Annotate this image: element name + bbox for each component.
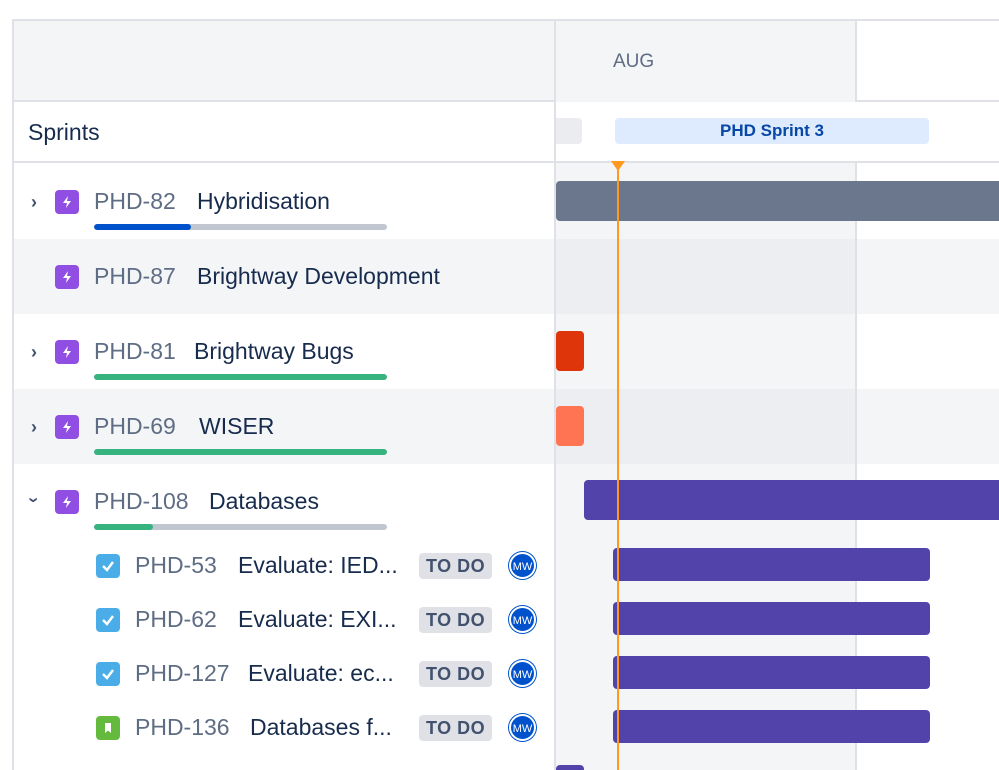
issue-title[interactable]: Evaluate: ec... xyxy=(248,660,394,686)
epic-icon xyxy=(55,490,79,514)
child-row-phd-127[interactable]: PHD-127 Evaluate: ec... TO DO MW xyxy=(14,647,554,701)
chevron-right-icon[interactable]: › xyxy=(31,417,37,437)
task-checkbox-icon xyxy=(96,554,120,578)
child-row-phd-136[interactable]: PHD-136 Databases f... TO DO MW xyxy=(14,701,554,755)
avatar[interactable]: MW xyxy=(509,714,536,741)
epic-icon xyxy=(55,415,79,439)
issue-bar-partial[interactable] xyxy=(556,765,584,770)
timeline-frame: Sprints › PHD-82 Hybridisation PHD-87 Br… xyxy=(12,19,999,770)
today-marker-tip xyxy=(611,161,625,171)
issue-bar-phd-136[interactable] xyxy=(613,710,930,743)
progress-bar xyxy=(94,374,387,380)
epic-row-phd-108[interactable]: › PHD-108 Databases xyxy=(14,464,554,539)
issue-bar-phd-127[interactable] xyxy=(613,656,930,689)
epic-key[interactable]: PHD-82 xyxy=(94,188,176,214)
today-marker xyxy=(617,163,619,770)
epic-row-phd-81[interactable]: › PHD-81 Brightway Bugs xyxy=(14,314,554,389)
epic-row-phd-87[interactable]: PHD-87 Brightway Development xyxy=(14,239,554,314)
sprint-pill[interactable]: PHD Sprint 3 xyxy=(615,118,929,144)
month-column-aug: AUG xyxy=(556,21,857,102)
epic-title[interactable]: Brightway Bugs xyxy=(194,338,354,364)
epic-title[interactable]: Hybridisation xyxy=(197,188,330,214)
progress-bar xyxy=(94,524,387,530)
issue-key[interactable]: PHD-127 xyxy=(135,660,230,686)
epic-title[interactable]: WISER xyxy=(199,413,275,439)
issue-bar-phd-53[interactable] xyxy=(613,548,930,581)
epic-icon xyxy=(55,265,79,289)
issue-title[interactable]: Databases f... xyxy=(250,714,392,740)
epic-key[interactable]: PHD-87 xyxy=(94,263,176,289)
chevron-right-icon[interactable]: › xyxy=(31,192,37,212)
avatar[interactable]: MW xyxy=(509,552,536,579)
issue-key[interactable]: PHD-136 xyxy=(135,714,230,740)
epic-icon xyxy=(55,340,79,364)
timeline-row xyxy=(556,389,999,464)
epic-bar-phd-81[interactable] xyxy=(556,331,584,371)
epic-bar-phd-108[interactable] xyxy=(584,480,999,520)
child-row-phd-53[interactable]: PHD-53 Evaluate: IED... TO DO MW xyxy=(14,539,554,593)
avatar[interactable]: MW xyxy=(509,606,536,633)
task-checkbox-icon xyxy=(96,662,120,686)
epic-icon xyxy=(55,190,79,214)
month-label: AUG xyxy=(613,51,655,72)
sprint-lane: PHD Sprint 3 xyxy=(556,102,999,163)
sprints-label: Sprints xyxy=(28,119,100,145)
timeline-row xyxy=(556,239,999,314)
issue-key[interactable]: PHD-62 xyxy=(135,606,217,632)
child-row-phd-62[interactable]: PHD-62 Evaluate: EXI... TO DO MW xyxy=(14,593,554,647)
epic-row-phd-69[interactable]: › PHD-69 WISER xyxy=(14,389,554,464)
status-badge[interactable]: TO DO xyxy=(419,553,493,579)
sprints-row: Sprints xyxy=(14,102,554,163)
panel-divider[interactable] xyxy=(554,21,556,770)
progress-bar xyxy=(94,449,387,455)
epic-title[interactable]: Databases xyxy=(209,488,319,514)
epic-bar-phd-82[interactable] xyxy=(556,181,999,221)
avatar[interactable]: MW xyxy=(509,660,536,687)
epic-title[interactable]: Brightway Development xyxy=(197,263,440,289)
epic-row-phd-82[interactable]: › PHD-82 Hybridisation xyxy=(14,164,554,239)
previous-sprint-pill[interactable] xyxy=(556,118,582,144)
month-header: AUG xyxy=(556,21,999,102)
progress-bar xyxy=(94,224,387,230)
issue-bar-phd-62[interactable] xyxy=(613,602,930,635)
task-checkbox-icon xyxy=(96,608,120,632)
issue-key[interactable]: PHD-53 xyxy=(135,552,217,578)
status-badge[interactable]: TO DO xyxy=(419,661,493,687)
bookmark-icon xyxy=(96,716,120,740)
epic-key[interactable]: PHD-69 xyxy=(94,413,176,439)
epic-key[interactable]: PHD-108 xyxy=(94,488,189,514)
issue-title[interactable]: Evaluate: EXI... xyxy=(238,606,397,632)
issue-list-panel: Sprints › PHD-82 Hybridisation PHD-87 Br… xyxy=(14,21,554,770)
issue-title[interactable]: Evaluate: IED... xyxy=(238,552,398,578)
timeline-panel: AUG PHD Sprint 3 xyxy=(556,21,999,770)
epic-key[interactable]: PHD-81 xyxy=(94,338,176,364)
status-badge[interactable]: TO DO xyxy=(419,715,493,741)
status-badge[interactable]: TO DO xyxy=(419,607,493,633)
list-header xyxy=(14,21,554,102)
chevron-right-icon[interactable]: › xyxy=(31,342,37,362)
chevron-down-icon[interactable]: › xyxy=(24,497,44,503)
epic-bar-phd-69[interactable] xyxy=(556,406,584,446)
